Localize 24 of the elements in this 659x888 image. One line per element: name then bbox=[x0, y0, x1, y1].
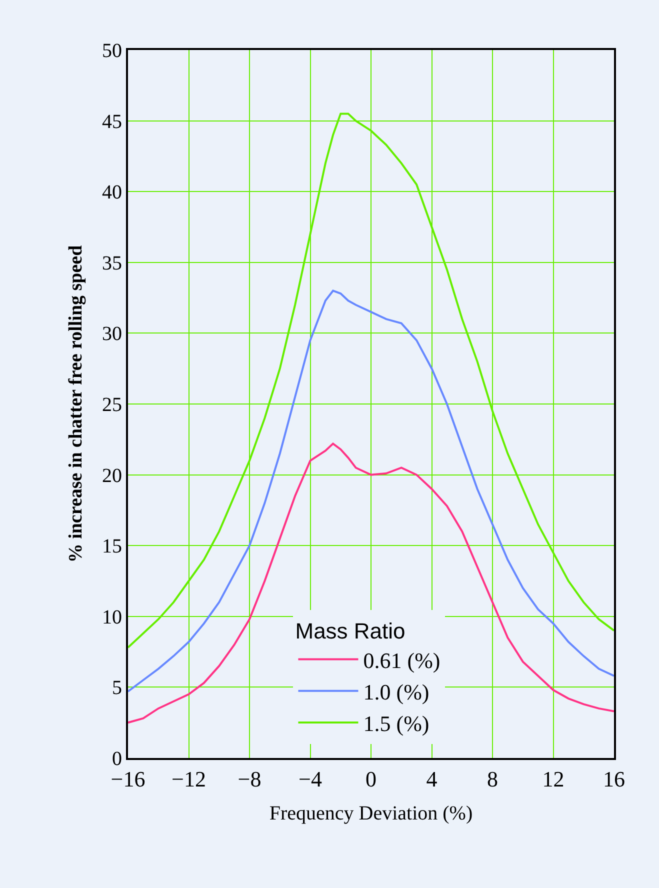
y-tick-label: 35 bbox=[102, 252, 122, 274]
y-tick-label: 25 bbox=[102, 394, 122, 416]
legend-label: 1.0 (%) bbox=[363, 679, 430, 704]
y-axis-title: % increase in chatter free rolling speed bbox=[65, 244, 86, 563]
x-tick-label: 12 bbox=[542, 766, 564, 792]
y-tick-label: 45 bbox=[102, 110, 122, 133]
y-tick-label: 20 bbox=[102, 464, 122, 487]
x-tick-label: 0 bbox=[366, 766, 376, 792]
y-tick-label: 30 bbox=[102, 323, 122, 346]
legend-label: 0.61 (%) bbox=[363, 648, 440, 673]
x-tick-label: −8 bbox=[238, 766, 262, 792]
y-tick-label: 5 bbox=[112, 677, 122, 700]
x-axis-title: Frequency Deviation (%) bbox=[269, 802, 473, 824]
x-tick-label: 16 bbox=[603, 766, 625, 792]
x-tick-label: 4 bbox=[426, 766, 438, 792]
x-tick-label: −12 bbox=[172, 766, 206, 792]
legend-label: 1.5 (%) bbox=[363, 711, 430, 736]
y-tick-label: 10 bbox=[102, 606, 122, 628]
y-tick-label: 15 bbox=[102, 536, 122, 558]
legend-title: Mass Ratio bbox=[295, 618, 406, 644]
x-tick-label: −4 bbox=[298, 766, 322, 792]
y-tick-label: 40 bbox=[102, 182, 122, 204]
y-tick-label: 50 bbox=[102, 40, 122, 62]
x-tick-label: 8 bbox=[487, 766, 498, 792]
